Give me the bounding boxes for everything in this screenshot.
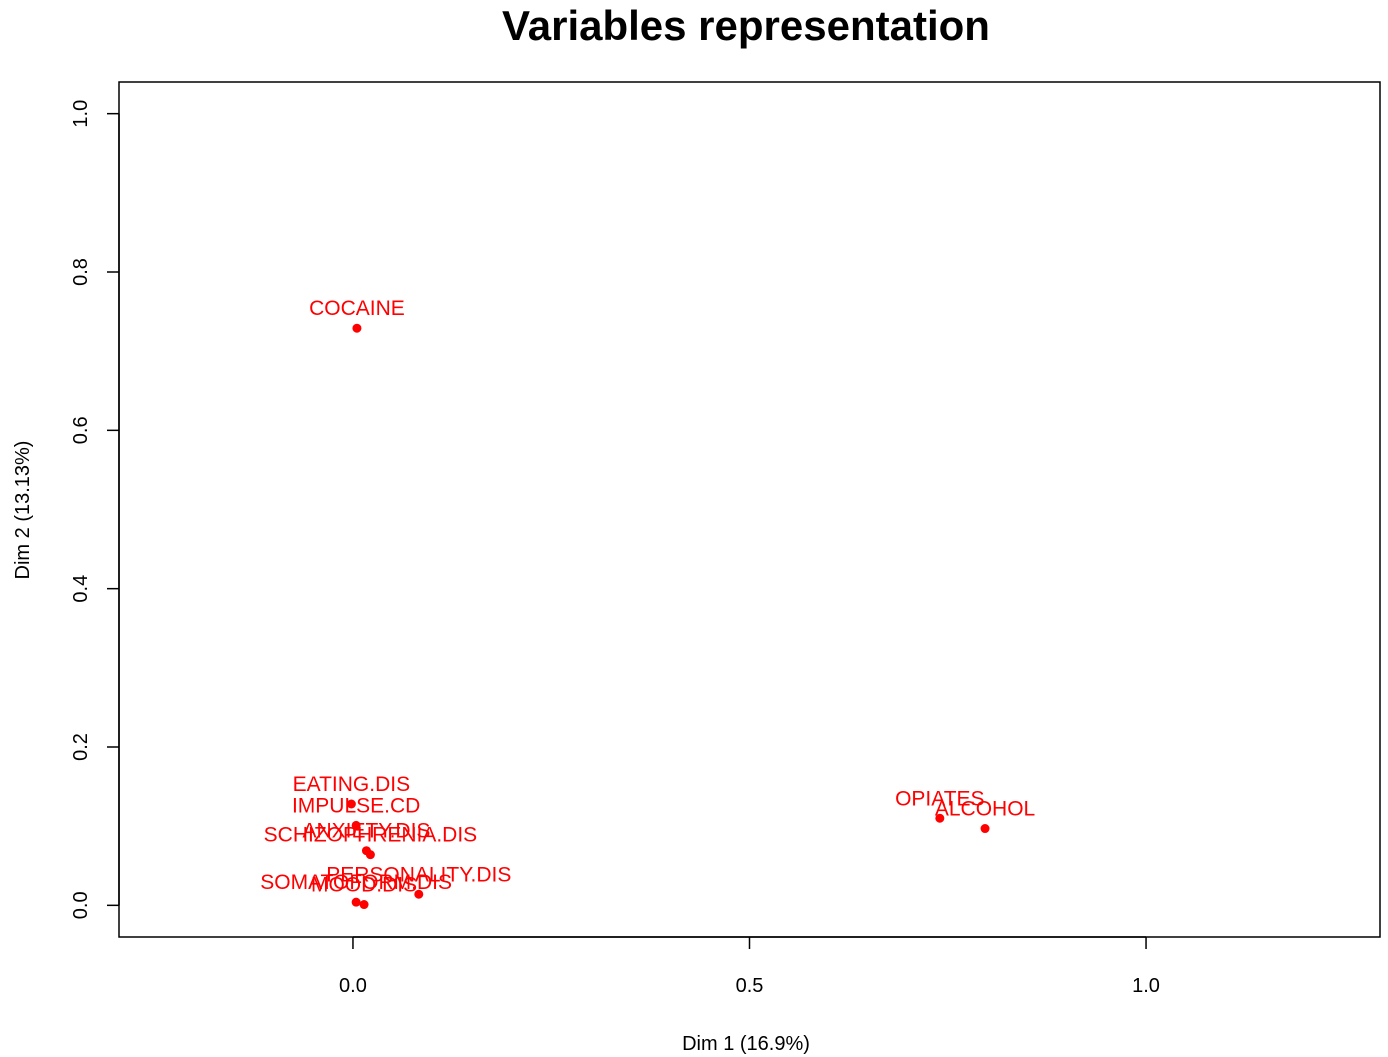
data-point: [359, 900, 369, 910]
data-points: [346, 323, 990, 910]
data-label: SOMATOFORM.DIS: [260, 871, 452, 894]
data-point: [346, 799, 356, 809]
data-label: SCHIZOPHRENIA.DIS: [264, 824, 478, 847]
data-label: MOOD.DIS: [311, 874, 417, 897]
x-tick-label: 0.5: [736, 975, 764, 997]
data-point: [980, 824, 990, 834]
chart-title: Variables representation: [502, 2, 990, 49]
data-label: PERSONALITY.DIS: [326, 863, 511, 886]
data-label: ANXIETY.DIS: [302, 820, 430, 843]
data-label: COCAINE: [309, 297, 405, 320]
data-label: EATING.DIS: [293, 773, 410, 796]
y-axis-label: Dim 2 (13.13%): [12, 441, 34, 580]
data-label: IMPULSE.CD: [292, 794, 420, 817]
x-tick-label: 1.0: [1132, 975, 1160, 997]
x-tick-label: 0.0: [339, 975, 367, 997]
y-tick-label: 0.2: [70, 733, 92, 761]
x-axis: 0.0 0.5 1.0: [339, 936, 1160, 997]
y-tick-label: 0.4: [70, 575, 92, 603]
y-tick-label: 1.0: [70, 100, 92, 128]
data-point: [935, 813, 945, 823]
y-axis: 0.0 0.2 0.4 0.6 0.8 1.0: [70, 100, 120, 919]
data-point: [414, 889, 424, 899]
x-axis-label: Dim 1 (16.9%): [682, 1033, 810, 1055]
data-label: OPIATES: [895, 787, 984, 810]
data-point: [351, 820, 361, 830]
data-label: ALCOHOL: [935, 798, 1035, 821]
data-point: [352, 323, 362, 333]
y-tick-label: 0.0: [70, 891, 92, 919]
y-tick-label: 0.8: [70, 258, 92, 286]
y-tick-label: 0.6: [70, 416, 92, 444]
data-point: [365, 850, 375, 860]
data-point: [351, 897, 361, 907]
